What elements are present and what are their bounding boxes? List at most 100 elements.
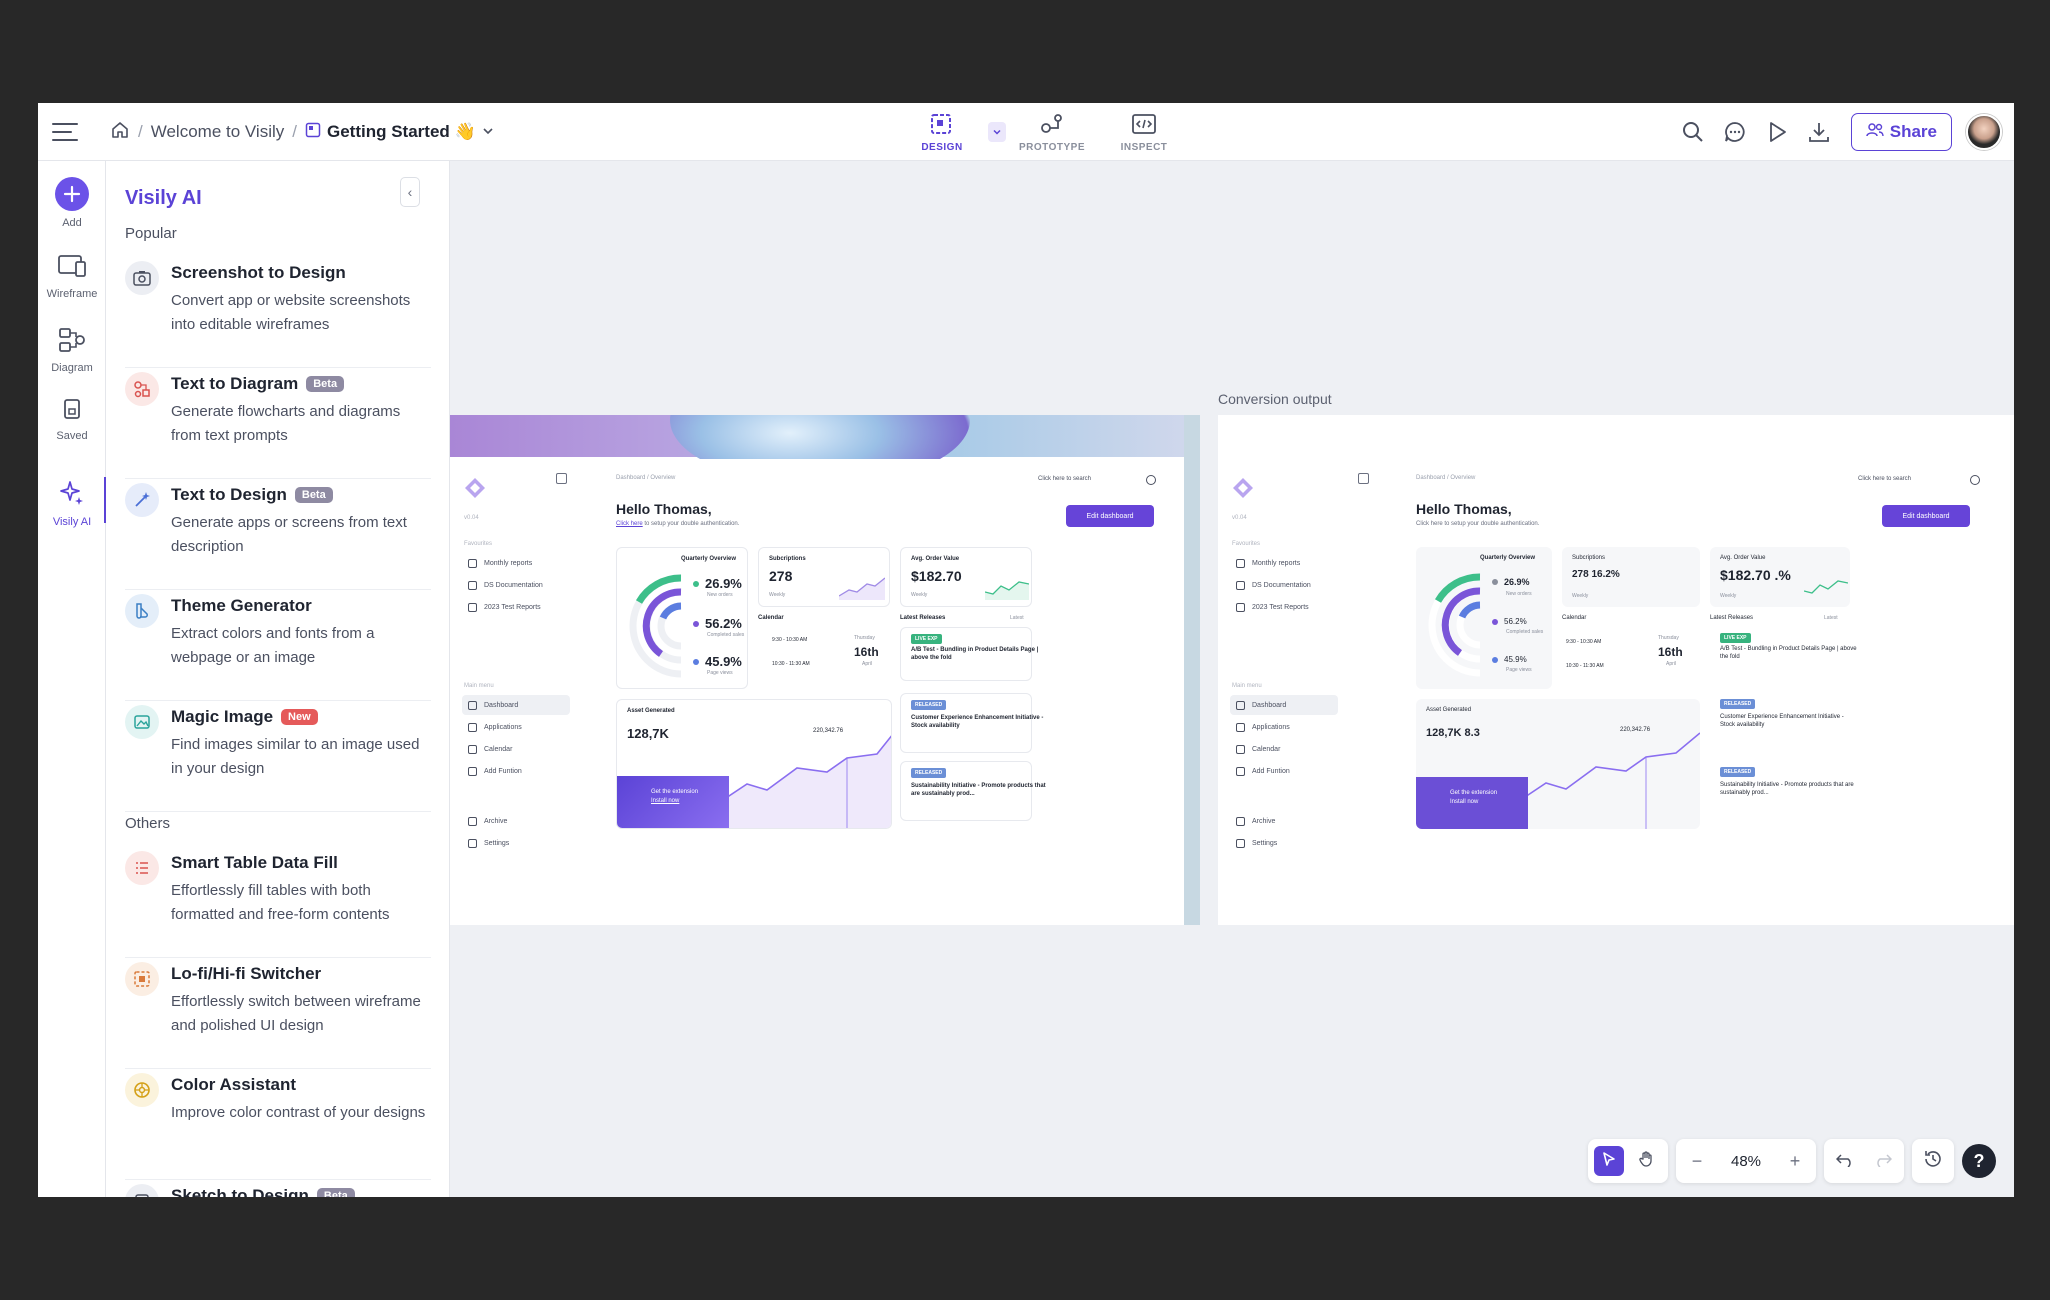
camera-icon: [125, 261, 159, 295]
help-button[interactable]: ?: [1962, 1144, 1996, 1178]
mock-nav-item: Dashboard: [1230, 695, 1338, 715]
mock-nav-item: Monthly reports: [462, 553, 570, 573]
breadcrumb-separator: /: [138, 122, 143, 141]
undo-button[interactable]: [1830, 1146, 1860, 1176]
sketch-icon: [125, 1184, 159, 1197]
zoom-out-button[interactable]: −: [1682, 1146, 1712, 1176]
mock-nav-item: DS Documentation: [462, 575, 570, 595]
ai-screenshot-to-design[interactable]: Screenshot to Design Convert app or webs…: [125, 257, 431, 368]
conversion-output-label: Conversion output: [1218, 391, 1332, 407]
mock-version: v0.04: [464, 515, 479, 521]
sparkline-chart: [839, 577, 885, 600]
magic-wand-icon: [125, 483, 159, 517]
mock-nav-item: Monthly reports: [1230, 553, 1338, 573]
tab-inspect-label: INSPECT: [1120, 141, 1168, 153]
rail-diagram-label: Diagram: [51, 362, 93, 374]
mock-main-menu-label: Main menu: [1232, 683, 1262, 689]
rail-saved[interactable]: Saved: [38, 397, 106, 442]
search-icon[interactable]: [1679, 118, 1707, 146]
zoom-in-button[interactable]: +: [1780, 1146, 1810, 1176]
design-canvas[interactable]: Conversion output v0.04 Favourites Month…: [450, 161, 2014, 1197]
ai-lofi-hifi-switcher[interactable]: Lo-fi/Hi-fi Switcher Effortlessly switch…: [125, 958, 431, 1069]
download-icon[interactable]: [1805, 118, 1833, 146]
ai-theme-generator[interactable]: Theme Generator Extract colors and fonts…: [125, 590, 431, 701]
avatar[interactable]: [1966, 114, 2002, 150]
pointer-tool-button[interactable]: [1594, 1146, 1624, 1176]
mock-quarterly-card: Quarterly Overview 26.9% New orders 56.2…: [1416, 547, 1552, 689]
mock-favourites-label: Favourites: [1232, 541, 1261, 547]
menu-icon[interactable]: [50, 117, 80, 147]
mock-search: Click here to search: [1038, 476, 1092, 482]
ai-smart-table-data-fill[interactable]: Smart Table Data Fill Effortlessly fill …: [125, 847, 431, 958]
conversion-output-frame[interactable]: v0.04 Favourites Monthly reports DS Docu…: [1218, 415, 2014, 925]
mock-calendar-card: Calendar 9:30 - 10:30 AM 10:30 - 11:30 A…: [1562, 615, 1700, 689]
radial-progress-chart: [1428, 573, 1481, 677]
tab-design[interactable]: DESIGN: [896, 103, 988, 161]
hand-tool-button[interactable]: [1632, 1146, 1662, 1176]
mock-version: v0.04: [1232, 515, 1247, 521]
code-icon: [1131, 112, 1157, 139]
rail-visily-ai[interactable]: Visily AI: [38, 479, 106, 528]
mock-nav-item: Archive: [462, 811, 570, 831]
share-button[interactable]: Share: [1850, 113, 1952, 151]
redo-button[interactable]: [1868, 1146, 1898, 1176]
mock-aov-card: Avg. Order Value $182.70 Weekly: [900, 547, 1032, 607]
tab-design-label: DESIGN: [921, 141, 963, 153]
bottom-toolbar: − 48% + ?: [1588, 1139, 1996, 1183]
ai-sketch-to-design[interactable]: Sketch to Design Beta: [125, 1180, 431, 1197]
tab-inspect[interactable]: INSPECT: [1098, 103, 1190, 161]
plus-icon: +: [1789, 1150, 1801, 1171]
ai-item-title: Magic Image: [171, 707, 274, 726]
rail-add[interactable]: Add: [38, 177, 106, 229]
design-dropdown[interactable]: [988, 122, 1006, 142]
hand-icon: [1638, 1150, 1656, 1173]
logo-icon: [1233, 478, 1253, 498]
sidebar-toggle-icon: [1358, 473, 1369, 484]
mock-release-card: RELEASED Customer Experience Enhancement…: [900, 693, 1043, 753]
mock-nav-item: Dashboard: [462, 695, 570, 715]
tab-prototype-label: PROTOTYPE: [1019, 141, 1085, 153]
version-history-button[interactable]: [1918, 1146, 1948, 1176]
play-icon[interactable]: [1763, 118, 1791, 146]
prototype-icon: [1039, 112, 1065, 139]
beta-badge: Beta: [306, 376, 345, 392]
ai-magic-image[interactable]: Magic Image New Find images similar to an…: [125, 701, 431, 812]
mock-edit-button: Edit dashboard: [1882, 505, 1970, 527]
collapse-panel-button[interactable]: ‹: [400, 177, 420, 207]
ai-item-title: Sketch to Design: [171, 1186, 309, 1197]
question-icon: ?: [1973, 1150, 1985, 1171]
sparkle-icon: [58, 479, 86, 510]
theme-icon: [125, 594, 159, 628]
undo-icon: [1835, 1151, 1854, 1172]
breadcrumb-project[interactable]: Welcome to Visily: [150, 122, 285, 141]
rail-wireframe[interactable]: Wireframe: [38, 253, 106, 300]
popular-heading: Popular: [125, 225, 177, 242]
history-group: [1824, 1139, 1904, 1183]
mock-nav-item: 2023 Test Reports: [462, 597, 570, 617]
diagram-icon: [57, 327, 87, 356]
tool-group: [1588, 1139, 1668, 1183]
switcher-icon: [125, 962, 159, 996]
rail-visily-ai-label: Visily AI: [52, 516, 92, 528]
mock-calendar-card: Calendar 9:30 - 10:30 AM 10:30 - 11:30 A…: [758, 615, 890, 689]
mock-nav-item: Calendar: [1230, 739, 1338, 759]
minus-icon: −: [1691, 1150, 1703, 1171]
chevron-down-icon[interactable]: [482, 122, 494, 142]
ai-item-desc: Generate apps or screens from text descr…: [171, 514, 407, 555]
ai-text-to-design[interactable]: Text to Design Beta Generate apps or scre…: [125, 479, 431, 590]
source-screenshot-frame[interactable]: v0.04 Favourites Monthly reports DS Docu…: [450, 415, 1200, 925]
ai-color-assistant[interactable]: Color Assistant Improve color contrast o…: [125, 1069, 431, 1180]
comment-icon[interactable]: [1721, 118, 1749, 146]
new-badge: New: [281, 709, 318, 725]
converted-dashboard: v0.04 Favourites Monthly reports DS Docu…: [1218, 459, 2014, 925]
mock-nav-item: Add Funtion: [1230, 761, 1338, 781]
ai-text-to-diagram[interactable]: Text to Diagram Beta Generate flowcharts …: [125, 368, 431, 479]
mock-nav-item: Archive: [1230, 811, 1338, 831]
rail-active-indicator: [104, 477, 107, 523]
breadcrumb-page[interactable]: Getting Started 👋: [305, 122, 494, 143]
zoom-level[interactable]: 48%: [1730, 1152, 1762, 1170]
home-icon[interactable]: [110, 120, 130, 145]
mock-nav-item: Settings: [462, 833, 570, 853]
tab-prototype[interactable]: PROTOTYPE: [1006, 103, 1098, 161]
rail-diagram[interactable]: Diagram: [38, 327, 106, 374]
